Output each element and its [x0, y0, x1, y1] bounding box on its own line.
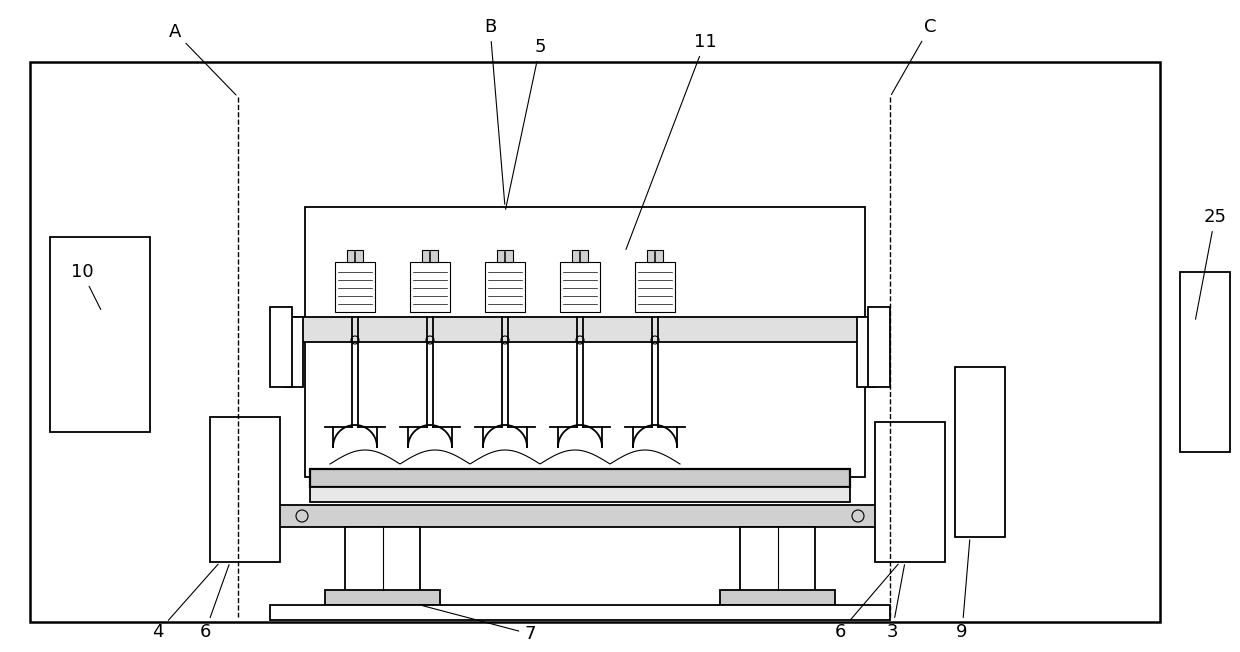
Bar	[647, 250, 663, 262]
Bar	[50, 237, 150, 432]
Bar	[740, 527, 815, 592]
Bar	[635, 262, 675, 312]
Bar	[572, 250, 588, 262]
Bar	[310, 487, 849, 502]
Bar	[285, 317, 303, 387]
Text: 5: 5	[506, 38, 546, 209]
Text: 7: 7	[423, 606, 536, 643]
Bar	[270, 505, 890, 527]
Bar	[497, 250, 513, 262]
Bar	[285, 317, 875, 342]
Text: 6: 6	[835, 564, 898, 641]
Text: 9: 9	[956, 540, 970, 641]
Text: 4: 4	[153, 564, 218, 641]
Text: 6: 6	[200, 565, 229, 641]
Bar	[270, 307, 291, 387]
Bar	[347, 250, 363, 262]
Text: 10: 10	[71, 263, 100, 310]
Bar	[485, 262, 525, 312]
Bar	[955, 367, 1004, 537]
Text: 3: 3	[887, 565, 904, 641]
Text: C: C	[892, 18, 936, 95]
Bar	[210, 417, 280, 562]
Bar	[30, 62, 1159, 622]
Bar	[335, 262, 374, 312]
Text: 11: 11	[626, 33, 717, 250]
Bar	[857, 317, 875, 387]
Bar	[868, 307, 890, 387]
Bar	[270, 605, 890, 620]
Bar	[422, 250, 438, 262]
Bar	[305, 207, 866, 477]
Bar	[345, 527, 420, 592]
Text: B: B	[484, 18, 505, 204]
Bar	[560, 262, 600, 312]
Text: A: A	[169, 23, 236, 95]
Bar	[325, 590, 440, 605]
Text: 25: 25	[1195, 208, 1226, 319]
Bar	[310, 469, 849, 487]
Bar	[875, 422, 945, 562]
Bar	[720, 590, 835, 605]
Bar	[1180, 272, 1230, 452]
Bar	[410, 262, 450, 312]
